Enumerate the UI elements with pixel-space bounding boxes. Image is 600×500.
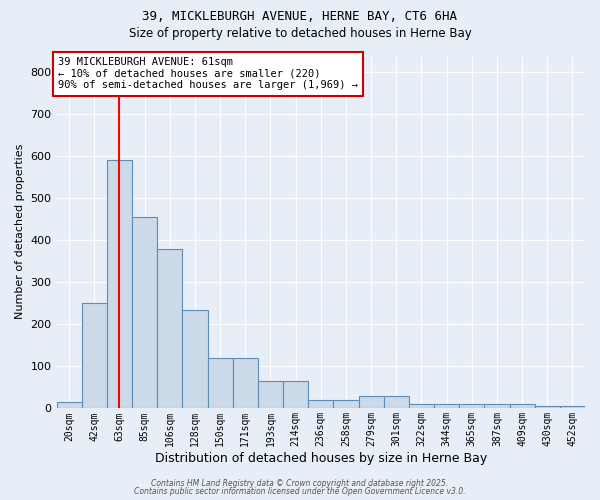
Bar xyxy=(409,404,434,408)
Bar xyxy=(258,381,283,408)
Bar xyxy=(434,404,459,408)
Bar xyxy=(308,400,334,408)
Y-axis label: Number of detached properties: Number of detached properties xyxy=(15,144,25,320)
Bar xyxy=(459,404,484,408)
Bar xyxy=(132,217,157,408)
X-axis label: Distribution of detached houses by size in Herne Bay: Distribution of detached houses by size … xyxy=(155,452,487,465)
Text: Contains HM Land Registry data © Crown copyright and database right 2025.: Contains HM Land Registry data © Crown c… xyxy=(151,478,449,488)
Bar xyxy=(484,404,509,408)
Bar xyxy=(383,396,409,408)
Bar xyxy=(334,400,359,408)
Text: 39, MICKLEBURGH AVENUE, HERNE BAY, CT6 6HA: 39, MICKLEBURGH AVENUE, HERNE BAY, CT6 6… xyxy=(143,10,458,23)
Bar xyxy=(509,404,535,408)
Text: Contains public sector information licensed under the Open Government Licence v3: Contains public sector information licen… xyxy=(134,487,466,496)
Bar xyxy=(56,402,82,408)
Bar xyxy=(233,358,258,408)
Bar xyxy=(107,160,132,408)
Bar xyxy=(157,248,182,408)
Bar xyxy=(535,406,560,408)
Bar xyxy=(82,303,107,408)
Bar xyxy=(182,310,208,408)
Text: Size of property relative to detached houses in Herne Bay: Size of property relative to detached ho… xyxy=(128,28,472,40)
Bar xyxy=(359,396,383,408)
Bar xyxy=(560,406,585,408)
Text: 39 MICKLEBURGH AVENUE: 61sqm
← 10% of detached houses are smaller (220)
90% of s: 39 MICKLEBURGH AVENUE: 61sqm ← 10% of de… xyxy=(58,57,358,90)
Bar xyxy=(208,358,233,408)
Bar xyxy=(283,381,308,408)
